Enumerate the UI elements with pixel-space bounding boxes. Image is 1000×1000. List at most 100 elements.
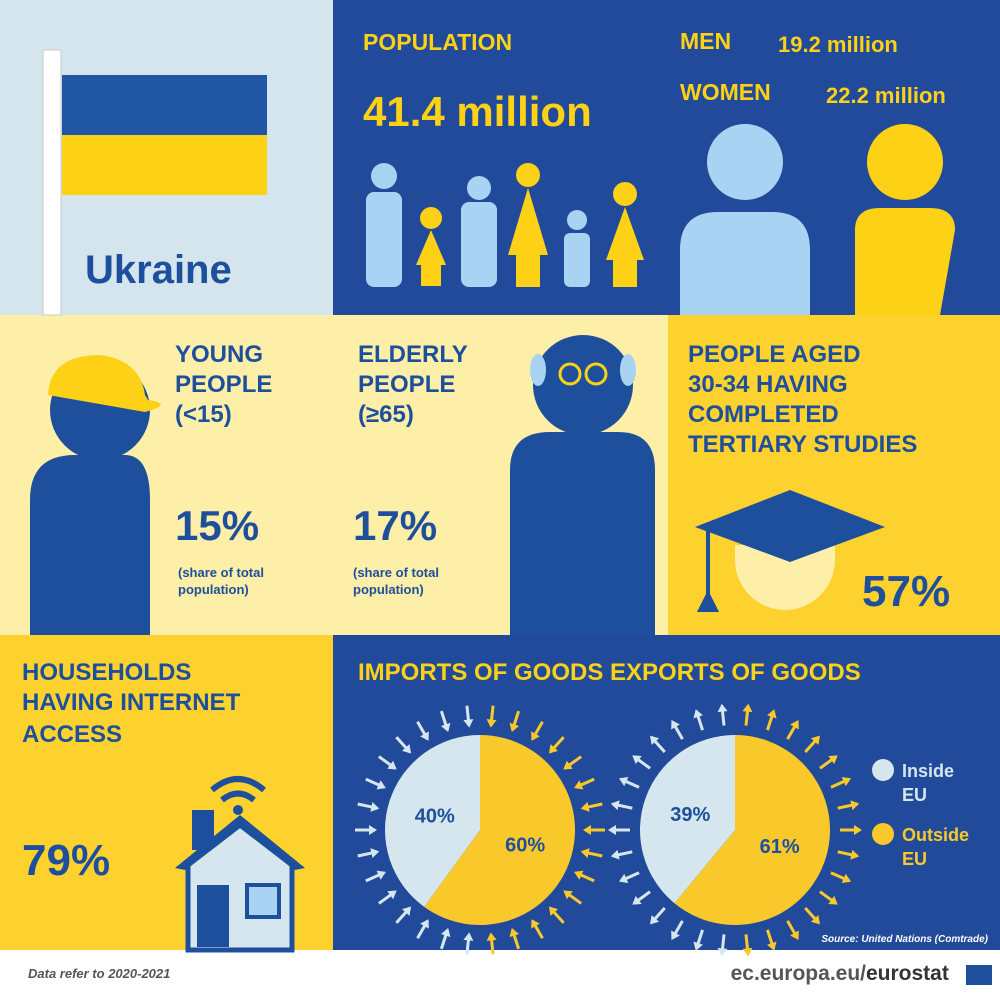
arrow-head bbox=[742, 703, 753, 713]
flag-pole bbox=[42, 49, 62, 316]
arrow-head bbox=[742, 947, 753, 957]
house-icon bbox=[175, 776, 305, 953]
arrow-head bbox=[850, 849, 860, 860]
arrow-head bbox=[580, 802, 590, 812]
pie-label: 61% bbox=[760, 836, 800, 858]
arrow-head bbox=[486, 932, 497, 941]
arrow-head bbox=[693, 941, 703, 951]
arrow-head bbox=[369, 825, 377, 835]
arrow-head bbox=[531, 919, 540, 929]
population-title: POPULATION bbox=[363, 29, 512, 55]
arrow-head bbox=[790, 720, 799, 730]
arrow-head bbox=[420, 919, 429, 929]
arrow-head bbox=[767, 941, 777, 951]
flag-blue bbox=[62, 75, 267, 135]
men-value: 19.2 million bbox=[778, 32, 898, 57]
arrow-head bbox=[370, 848, 380, 858]
arrow-head bbox=[563, 760, 573, 770]
arrow-head bbox=[828, 755, 838, 765]
legend-label: Inside bbox=[902, 761, 954, 781]
women-value: 22.2 million bbox=[826, 83, 946, 108]
arrow-head bbox=[376, 870, 386, 880]
pie-label: 39% bbox=[670, 804, 710, 826]
young-person-icon bbox=[30, 355, 161, 635]
arrow-head bbox=[810, 735, 820, 745]
arrow-head bbox=[402, 744, 412, 754]
elderly-value: 17% bbox=[353, 502, 437, 549]
arrow-head bbox=[610, 849, 620, 860]
footer-site: ec.europa.eu/ bbox=[731, 962, 867, 985]
arrow-head bbox=[387, 890, 397, 900]
arrow-head bbox=[574, 870, 584, 880]
country-name: Ukraine bbox=[85, 248, 232, 292]
arrow-head bbox=[531, 731, 540, 741]
arrow-head bbox=[618, 873, 629, 883]
arrow-head bbox=[810, 915, 820, 925]
arrow-head bbox=[767, 709, 777, 719]
young-value: 15% bbox=[175, 502, 259, 549]
arrow-head bbox=[420, 731, 429, 741]
eu-flag bbox=[966, 965, 992, 985]
arrow-head bbox=[548, 906, 558, 916]
arrow-head bbox=[563, 890, 573, 900]
legend-label: EU bbox=[902, 785, 927, 805]
people-icons bbox=[366, 124, 955, 315]
arrow-head bbox=[650, 735, 660, 745]
exports-title: EXPORTS OF GOODS bbox=[610, 659, 861, 686]
elderly-title: ELDERLY PEOPLE (≥65) bbox=[358, 341, 474, 428]
legend-label: Outside bbox=[902, 825, 969, 845]
legend-label: EU bbox=[902, 849, 927, 869]
arrow-head bbox=[509, 722, 520, 733]
graduation-cap-icon bbox=[695, 490, 885, 612]
pies: 60% 40% 61% 39% bbox=[355, 703, 862, 957]
arrow-head bbox=[828, 895, 838, 905]
young-title: YOUNG PEOPLE (<15) bbox=[175, 341, 279, 428]
tertiary-value: 57% bbox=[862, 567, 950, 616]
internet-value: 79% bbox=[22, 836, 110, 885]
population-total: 41.4 million bbox=[363, 88, 592, 135]
footer-note: Data refer to 2020-2021 bbox=[28, 966, 170, 981]
arrow-head bbox=[841, 777, 852, 787]
women-label: WOMEN bbox=[680, 79, 771, 105]
men-label: MEN bbox=[680, 28, 731, 54]
arrow-head bbox=[693, 709, 703, 719]
arrow-head bbox=[486, 719, 497, 728]
tertiary-title: PEOPLE AGED 30-34 HAVING COMPLETED TERTI… bbox=[688, 341, 917, 458]
arrow-head bbox=[608, 825, 616, 835]
arrow-head bbox=[574, 780, 584, 790]
arrow-head bbox=[387, 760, 397, 770]
arrow-head bbox=[463, 719, 474, 728]
source: Source: United Nations (Comtrade) bbox=[821, 934, 988, 945]
young-note: (share of total population) bbox=[178, 565, 268, 597]
legend-swatch bbox=[872, 759, 894, 781]
pie-slice bbox=[385, 735, 480, 907]
elderly-person-icon bbox=[510, 335, 655, 635]
arrow-head bbox=[548, 744, 558, 754]
arrow-head bbox=[402, 906, 412, 916]
arrow-head bbox=[580, 848, 590, 858]
arrow-head bbox=[618, 777, 629, 787]
flag-yellow bbox=[62, 135, 267, 195]
arrow-head bbox=[671, 720, 680, 730]
pie-slice bbox=[674, 735, 830, 925]
arrow-head bbox=[376, 780, 386, 790]
arrow-head bbox=[650, 915, 660, 925]
arrow-head bbox=[583, 825, 591, 835]
elderly-note: (share of total population) bbox=[353, 565, 443, 597]
panel bbox=[668, 315, 1000, 635]
arrow-head bbox=[463, 932, 474, 941]
pie-slice bbox=[424, 735, 576, 926]
pie-slice bbox=[640, 735, 735, 904]
arrow-head bbox=[717, 703, 728, 713]
arrow-head bbox=[790, 930, 799, 940]
arrow-head bbox=[671, 930, 680, 940]
arrow-head bbox=[509, 927, 520, 938]
footer-brand: eurostat bbox=[866, 962, 949, 985]
arrow-head bbox=[440, 927, 451, 938]
arrow-head bbox=[370, 802, 380, 812]
legend-swatch bbox=[872, 823, 894, 845]
arrow-head bbox=[841, 873, 852, 883]
arrow-head bbox=[440, 722, 451, 733]
arrow-head bbox=[850, 800, 860, 811]
